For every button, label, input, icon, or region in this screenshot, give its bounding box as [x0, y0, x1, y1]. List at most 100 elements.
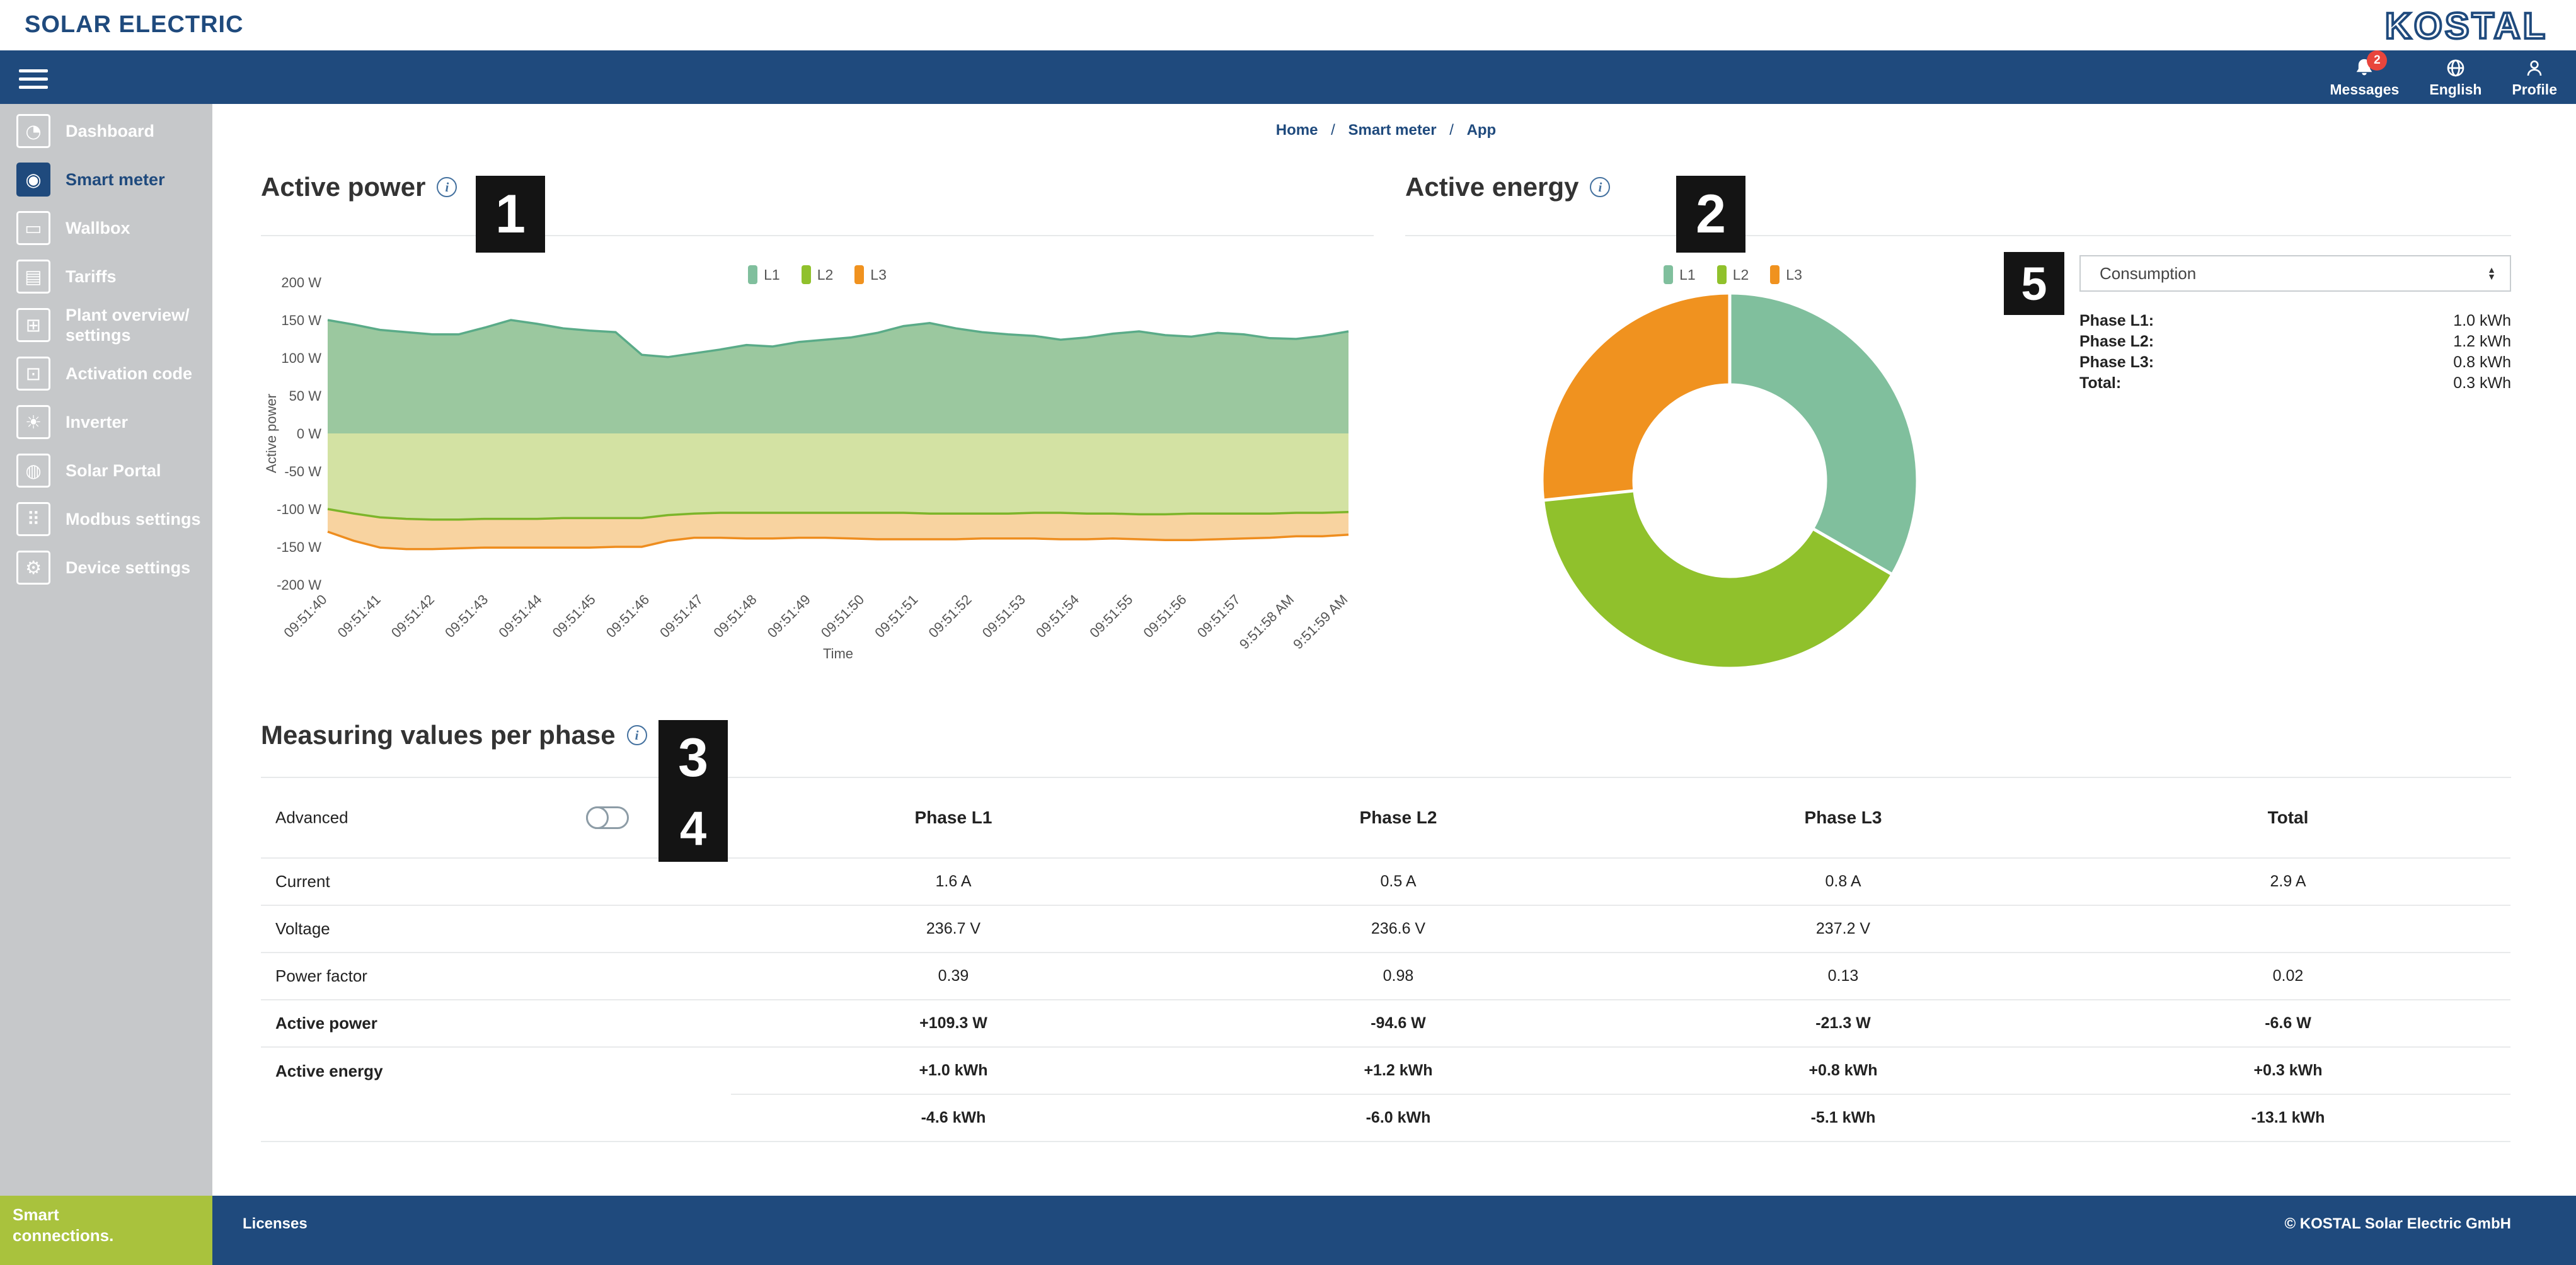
svg-text:09:51:41: 09:51:41	[335, 592, 384, 641]
profile-button[interactable]: Profile	[2512, 57, 2557, 98]
active-power-legend: L1 L2 L3	[261, 265, 1374, 284]
svg-text:09:51:55: 09:51:55	[1086, 592, 1136, 641]
nav-bar: 2 Messages English Profile	[0, 50, 2576, 104]
solar-portal-icon: ◍	[16, 453, 50, 488]
table-row-active-power: Active power +109.3 W -94.6 W -21.3 W -6.6 W	[261, 1000, 2510, 1048]
phase-energy-value: 0.3 kWh	[2453, 374, 2511, 392]
advanced-cell: Advanced 4	[261, 778, 731, 862]
breadcrumb-smart-meter[interactable]: Smart meter	[1348, 122, 1437, 139]
svg-text:0 W: 0 W	[297, 426, 321, 442]
table-row-voltage: Voltage 236.7 V 236.6 V 237.2 V	[261, 906, 2510, 953]
row-label: Voltage	[275, 919, 330, 938]
phase-energy-label: Total:	[2079, 374, 2122, 392]
breadcrumb-home[interactable]: Home	[1275, 122, 1318, 139]
messages-button[interactable]: 2 Messages	[2330, 50, 2399, 98]
svg-text:09:51:40: 09:51:40	[280, 592, 330, 641]
footer-tagline: Smart connections.	[0, 1196, 212, 1265]
device-settings-icon: ⚙	[16, 550, 50, 585]
top-bar: SOLAR ELECTRIC KOSTAL	[0, 0, 2576, 50]
legend-label: L3	[870, 266, 887, 283]
cell-value: -6.0 kWh	[1366, 1109, 1431, 1126]
sidebar-item-label: Tariffs	[66, 266, 117, 286]
svg-text:09:51:49: 09:51:49	[764, 592, 814, 641]
table-row-extra: -4.6 kWh -6.0 kWh -5.1 kWh -13.1 kWh	[261, 1095, 2510, 1142]
sidebar-item-plant-overview-settings[interactable]: ⊞ Plant overview/ settings	[0, 301, 212, 349]
legend-item-l2[interactable]: L2	[1716, 265, 1749, 284]
row-label: Active power	[275, 1014, 377, 1033]
menu-hamburger-icon[interactable]	[19, 64, 48, 89]
info-icon[interactable]: i	[626, 725, 647, 745]
dashboard-gauge-icon: ◔	[16, 113, 50, 148]
svg-text:-200 W: -200 W	[277, 577, 321, 593]
legend-item-l1[interactable]: L1	[748, 265, 780, 284]
footer-bar: Licenses © KOSTAL Solar Electric GmbH	[212, 1196, 2576, 1265]
sidebar-item-label: Plant overview/ settings	[66, 305, 190, 345]
cell-value: -13.1 kWh	[2251, 1109, 2325, 1126]
table-row-power-factor: Power factor 0.39 0.98 0.13 0.02	[261, 953, 2510, 1000]
legend-item-l1[interactable]: L1	[1664, 265, 1696, 284]
cell-value: +0.8 kWh	[1808, 1062, 1878, 1079]
legend-label: L2	[1732, 266, 1749, 283]
row-label: Active energy	[275, 1062, 383, 1080]
cell-value: +1.2 kWh	[1364, 1062, 1433, 1079]
language-button[interactable]: English	[2429, 57, 2481, 98]
sidebar-item-device-settings[interactable]: ⚙ Device settings	[0, 543, 212, 592]
sidebar-item-modbus-settings[interactable]: ⠿ Modbus settings	[0, 495, 212, 543]
cell-value: 0.8 A	[1825, 873, 1861, 890]
table-row-current: Current 1.6 A 0.5 A 0.8 A 2.9 A	[261, 859, 2510, 906]
callout-badge-3: 3	[658, 720, 728, 796]
sidebar-item-tariffs[interactable]: ▤ Tariffs	[0, 252, 212, 301]
legend-item-l3[interactable]: L3	[854, 265, 887, 284]
sidebar-item-inverter[interactable]: ☀ Inverter	[0, 398, 212, 446]
legend-label: L3	[1786, 266, 1802, 283]
legend-item-l2[interactable]: L2	[801, 265, 833, 284]
modbus-settings-icon: ⠿	[16, 501, 50, 536]
row-label: Power factor	[275, 966, 367, 985]
svg-text:09:51:44: 09:51:44	[495, 592, 544, 641]
sidebar-item-activation-code[interactable]: ⊡ Activation code	[0, 349, 212, 398]
tariffs-icon: ▤	[16, 259, 50, 294]
cell-value: 0.39	[938, 967, 969, 985]
activation-code-icon: ⊡	[16, 356, 50, 391]
row-label: Current	[275, 872, 330, 891]
wallbox-icon: ▭	[16, 210, 50, 245]
callout-badge-4: 4	[658, 796, 728, 862]
svg-text:9:51:58 AM: 9:51:58 AM	[1236, 592, 1297, 652]
svg-text:-100 W: -100 W	[277, 501, 321, 517]
sidebar-item-wallbox[interactable]: ▭ Wallbox	[0, 203, 212, 252]
advanced-toggle[interactable]	[586, 806, 629, 829]
svg-text:09:51:45: 09:51:45	[549, 592, 599, 641]
phase-energy-row: Phase L2: 1.2 kWh	[2079, 331, 2511, 352]
sidebar-item-label: Inverter	[66, 412, 129, 432]
energy-type-select[interactable]: Consumption ▲ ▼	[2079, 255, 2511, 292]
table-row-active-energy: Active energy +1.0 kWh +1.2 kWh +0.8 kWh +0.…	[261, 1048, 2510, 1095]
phase-energy-row: Phase L1: 1.0 kWh	[2079, 311, 2511, 331]
active-energy-legend: L1 L2 L3	[1405, 265, 2061, 284]
info-icon[interactable]: i	[1590, 177, 1611, 197]
legend-marker-icon	[748, 265, 758, 284]
legend-item-l3[interactable]: L3	[1770, 265, 1802, 284]
energy-type-select-value: Consumption	[2100, 263, 2197, 283]
inverter-icon: ☀	[16, 404, 50, 439]
measuring-table: Advanced 4 Phase L1 Phase L2 Phase L3 To…	[261, 778, 2510, 1142]
sidebar-item-label: Activation code	[66, 363, 193, 383]
licenses-link[interactable]: Licenses	[243, 1215, 308, 1232]
sidebar-item-label: Dashboard	[66, 121, 155, 140]
svg-text:09:51:57: 09:51:57	[1194, 592, 1243, 641]
breadcrumb-app: App	[1466, 122, 1497, 139]
info-icon[interactable]: i	[437, 177, 457, 197]
advanced-label: Advanced	[275, 808, 348, 827]
phase-energy-row: Phase L3: 0.8 kWh	[2079, 352, 2511, 373]
callout-badge-1: 1	[476, 176, 545, 253]
sidebar-item-smart-meter[interactable]: ◉ Smart meter	[0, 155, 212, 203]
cell-value: +0.3 kWh	[2253, 1062, 2323, 1079]
svg-text:09:51:51: 09:51:51	[871, 592, 921, 641]
active-power-area-chart: 200 W 150 W 100 W 50 W 0 W -50 W -100 W -150 W -…	[261, 254, 1374, 685]
sidebar-item-dashboard[interactable]: ◔ Dashboard	[0, 106, 212, 155]
sidebar-item-solar-portal[interactable]: ◍ Solar Portal	[0, 446, 212, 495]
phase-energy-label: Phase L3:	[2079, 353, 2154, 371]
legend-marker-icon	[801, 265, 811, 284]
phase-energy-row: Total: 0.3 kWh	[2079, 373, 2511, 394]
svg-text:50 W: 50 W	[289, 388, 322, 404]
phase-energy-value: 0.8 kWh	[2453, 353, 2511, 371]
